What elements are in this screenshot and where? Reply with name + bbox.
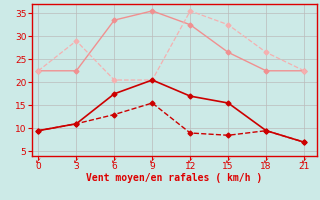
Text: ↙: ↙ bbox=[73, 156, 79, 165]
Text: ↙: ↙ bbox=[263, 156, 269, 165]
Text: ↙: ↙ bbox=[35, 156, 42, 165]
Text: ↙: ↙ bbox=[149, 156, 156, 165]
X-axis label: Vent moyen/en rafales ( km/h ): Vent moyen/en rafales ( km/h ) bbox=[86, 173, 262, 183]
Text: ↙: ↙ bbox=[187, 156, 193, 165]
Text: ↙: ↙ bbox=[225, 156, 231, 165]
Text: ↙: ↙ bbox=[111, 156, 117, 165]
Text: ↙: ↙ bbox=[301, 156, 307, 165]
